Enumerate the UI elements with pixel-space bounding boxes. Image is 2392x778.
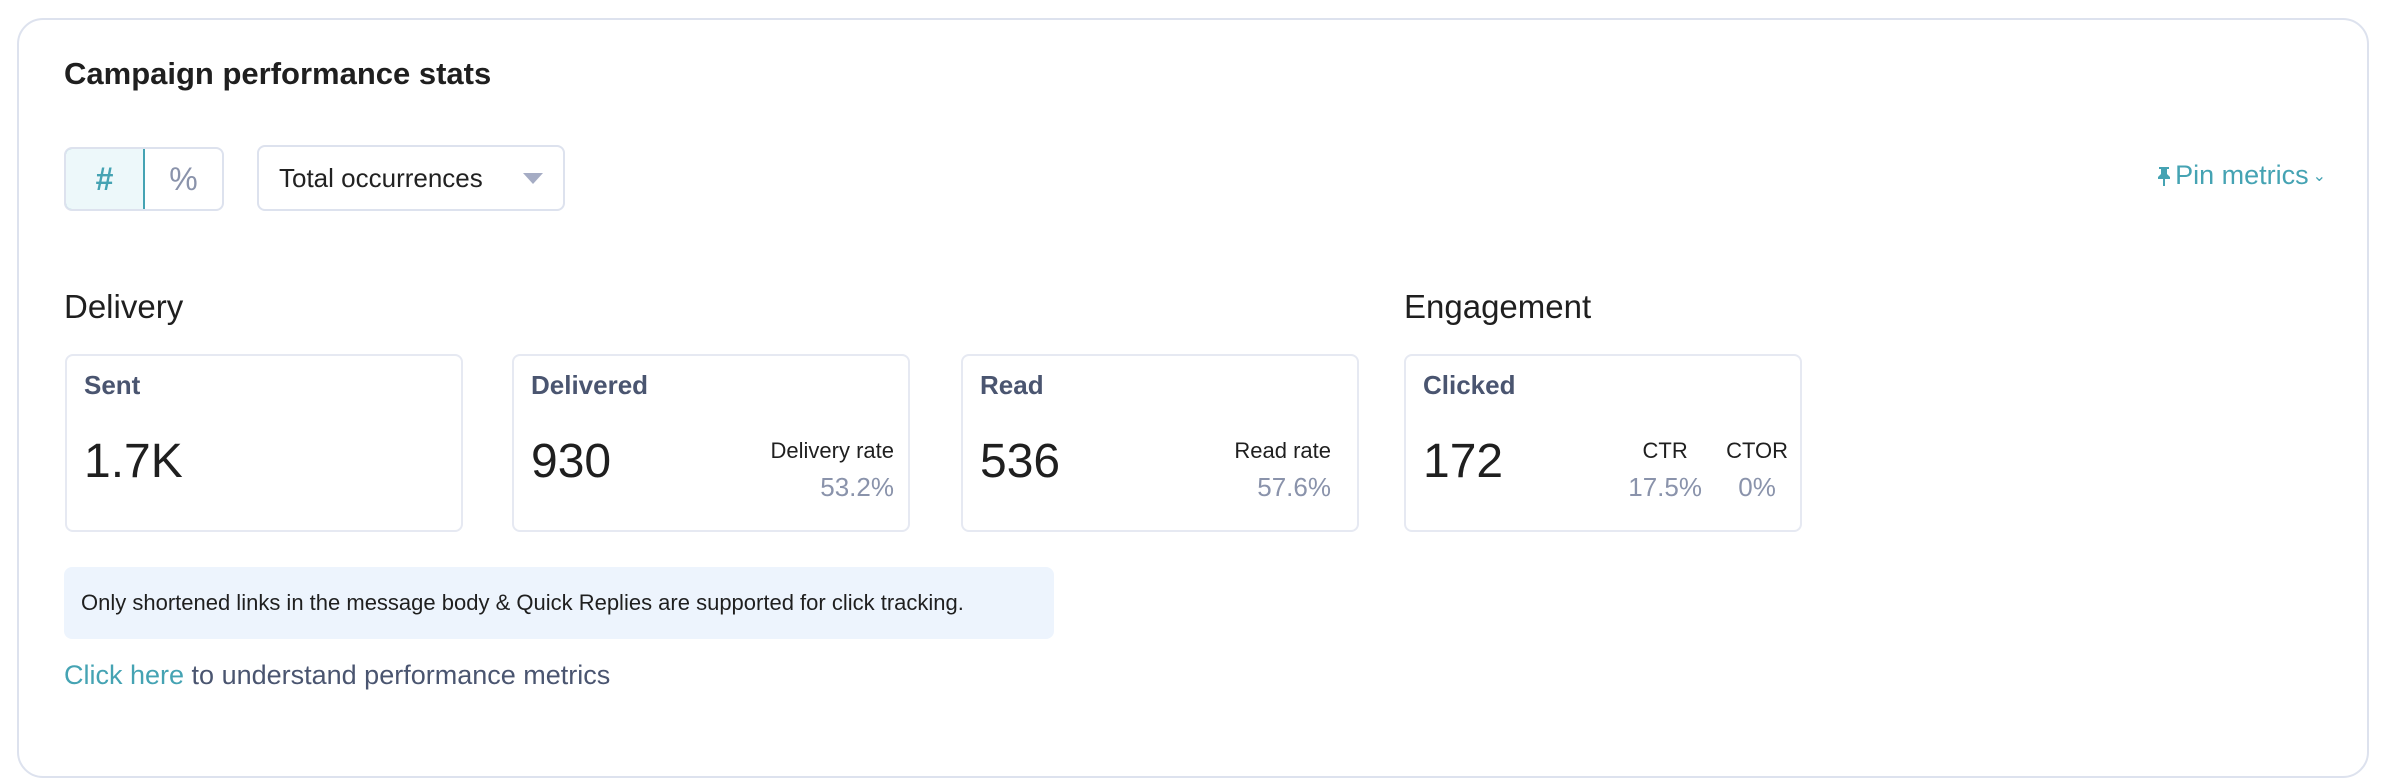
ctor-label: CTOR <box>1726 438 1788 463</box>
card-label: Read <box>980 370 1044 400</box>
sent-card: Sent 1.7K <box>65 354 463 532</box>
ctr-value: 17.5% <box>1628 472 1702 502</box>
click-tracking-info: Only shortened links in the message body… <box>64 567 1054 639</box>
rate-label: Read rate <box>1234 438 1331 463</box>
chevron-down-icon: ⌄ <box>2312 167 2326 185</box>
ctr-label: CTR <box>1642 438 1688 463</box>
card-value: 536 <box>980 435 1061 488</box>
engagement-heading: Engagement <box>1404 288 1592 325</box>
hash-icon: # <box>95 160 114 197</box>
occurrence-dropdown[interactable]: Total occurrences <box>257 145 565 211</box>
help-text: Click here to understand performance met… <box>64 660 610 691</box>
ctor-value: 0% <box>1738 472 1776 502</box>
caret-down-icon <box>523 172 543 184</box>
page-title: Campaign performance stats <box>64 56 492 91</box>
dropdown-value: Total occurrences <box>279 162 483 193</box>
percent-mode-button[interactable]: % <box>145 149 222 209</box>
clicked-card: Clicked 172 CTR 17.5% CTOR 0% <box>1404 354 1802 532</box>
percent-icon: % <box>169 160 198 197</box>
card-label: Sent <box>84 370 141 400</box>
rate-label: Delivery rate <box>770 438 894 463</box>
card-value: 930 <box>531 435 612 488</box>
card-label: Delivered <box>531 370 649 400</box>
rate-value: 53.2% <box>820 472 894 502</box>
pin-icon <box>2158 166 2171 186</box>
delivered-card: Delivered 930 Delivery rate 53.2% <box>512 354 910 532</box>
pin-metrics-label: Pin metrics <box>2175 160 2309 190</box>
help-text-rest: to understand performance metrics <box>184 660 611 690</box>
card-value: 172 <box>1423 435 1504 488</box>
click-here-link[interactable]: Click here <box>64 660 185 690</box>
card-value: 1.7K <box>84 435 183 488</box>
pin-metrics-button[interactable]: Pin metrics ⌄ <box>2157 160 2326 191</box>
delivery-heading: Delivery <box>64 288 184 325</box>
rate-value: 57.6% <box>1257 472 1331 502</box>
read-card: Read 536 Read rate 57.6% <box>961 354 1359 532</box>
card-label: Clicked <box>1423 370 1516 400</box>
count-mode-button[interactable]: # <box>66 149 145 209</box>
display-mode-toggle: # % <box>64 147 224 211</box>
